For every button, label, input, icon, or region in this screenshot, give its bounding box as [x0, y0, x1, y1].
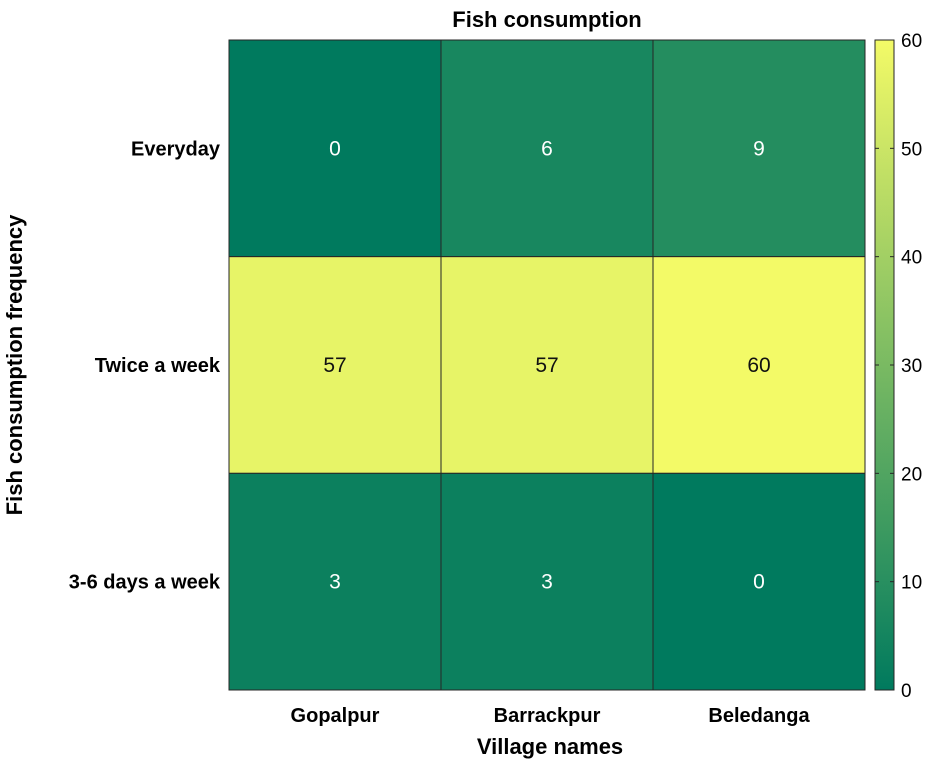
x-tick-labels: Gopalpur Barrackpur Beledanga	[291, 705, 811, 727]
colorbar-tick-label: 50	[901, 139, 922, 160]
cell-value-label: 57	[535, 354, 558, 377]
heatmap-cell	[652, 256, 866, 474]
heatmap-cell	[440, 472, 654, 691]
cell-value-label: 9	[753, 137, 765, 160]
x-tick-label: Gopalpur	[291, 705, 380, 727]
y-tick-label: Twice a week	[95, 355, 221, 377]
colorbar-ticks: 0 10 20 30 40 50 60	[875, 31, 922, 702]
y-tick-label: 3-6 days a week	[69, 572, 221, 594]
heatmap-cell-labels: 0 6 9 57 57 60 3 3 0	[323, 137, 770, 593]
colorbar-tick-label: 0	[901, 681, 912, 702]
y-tick-labels: Everyday Twice a week 3-6 days a week	[69, 138, 221, 593]
plot-border	[228, 39, 866, 691]
cell-value-label: 0	[329, 137, 341, 160]
colorbar-tick-label: 30	[901, 356, 922, 377]
colorbar-tick-label: 10	[901, 573, 922, 594]
colorbar-tick-label: 20	[901, 464, 922, 485]
cell-value-label: 3	[329, 571, 341, 594]
cell-value-label: 57	[323, 354, 346, 377]
heatmap-cell	[440, 256, 654, 474]
heatmap-cell	[440, 39, 654, 258]
y-axis-label: Fish consumption frequency	[2, 214, 27, 515]
y-tick-label: Everyday	[131, 138, 221, 160]
cell-value-label: 0	[753, 571, 765, 594]
x-tick-label: Barrackpur	[494, 705, 601, 727]
x-axis-label: Village names	[477, 734, 623, 759]
x-tick-label: Beledanga	[708, 705, 810, 727]
heatmap-cells	[228, 39, 866, 691]
heatmap-cell	[228, 472, 442, 691]
heatmap-cell	[228, 39, 442, 258]
heatmap-cell	[228, 256, 442, 474]
cell-value-label: 3	[541, 571, 553, 594]
colorbar-tick-label: 60	[901, 31, 922, 52]
cell-value-label: 60	[747, 354, 770, 377]
colorbar-tick-label: 40	[901, 248, 922, 269]
cell-value-label: 6	[541, 137, 553, 160]
chart-title: Fish consumption	[452, 7, 641, 32]
